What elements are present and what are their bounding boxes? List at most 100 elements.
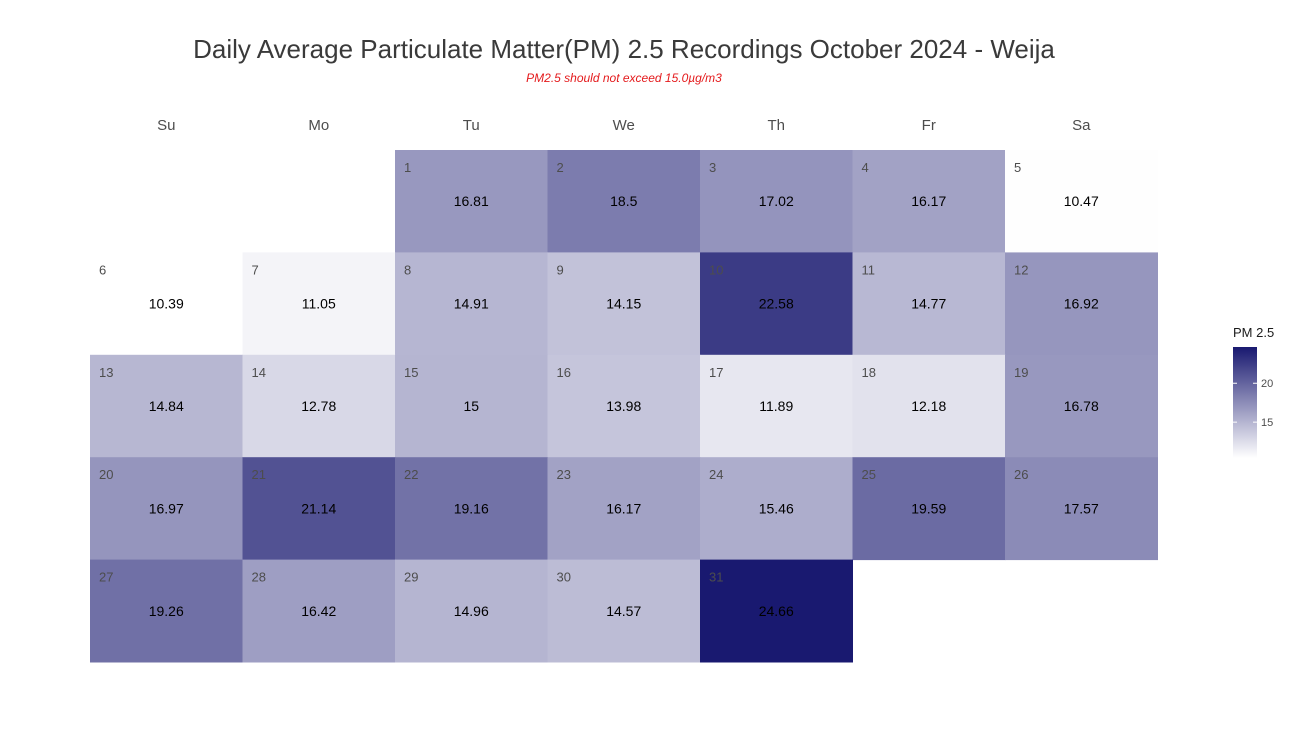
weekday-label: Fr (922, 117, 936, 134)
heat-tile (547, 150, 701, 253)
day-number: 10 (709, 262, 723, 277)
chart-title: Daily Average Particulate Matter(PM) 2.5… (193, 34, 1055, 64)
weekday-label: Sa (1072, 117, 1091, 134)
day-number: 19 (1014, 365, 1028, 380)
value-label: 14.77 (911, 296, 946, 312)
calendar-day-cell: 28 16.42 (242, 559, 396, 663)
day-number: 27 (99, 570, 113, 585)
weekday-label: We (613, 117, 635, 134)
calendar-day-cell: 27 19.26 (90, 559, 243, 663)
calendar-day-cell: 610.39 (90, 252, 243, 356)
calendar-day-cell: 13 14.84 (90, 354, 243, 458)
value-label: 16.42 (301, 603, 336, 619)
day-number: 15 (404, 365, 418, 380)
value-label: 14.91 (454, 296, 489, 312)
heat-tile (242, 252, 396, 356)
calendar-day-cell: 317.02 (700, 150, 853, 253)
value-label: 16.92 (1064, 296, 1099, 312)
heat-tile (700, 457, 853, 561)
calendar-day-cell: 24 15.46 (700, 457, 853, 561)
calendar-day-cell: 30 14.57 (547, 559, 701, 663)
calendar-day-cell: 25 19.59 (852, 457, 1006, 561)
day-number: 20 (99, 467, 113, 482)
value-label: 24.66 (759, 603, 794, 619)
value-label: 10.47 (1064, 193, 1099, 209)
day-number: 21 (252, 467, 266, 482)
day-number: 1 (404, 160, 411, 175)
calendar-day-cell: 416.17 (852, 150, 1006, 253)
day-number: 25 (862, 467, 876, 482)
value-label: 16.97 (149, 500, 184, 516)
day-number: 22 (404, 467, 418, 482)
value-label: 14.57 (606, 603, 641, 619)
value-label: 16.17 (911, 193, 946, 209)
value-label: 11.05 (302, 296, 336, 312)
value-label: 15.46 (759, 500, 794, 516)
day-number: 17 (709, 365, 723, 380)
day-number: 29 (404, 570, 418, 585)
value-label: 11.89 (759, 398, 793, 414)
heat-tile (700, 150, 853, 253)
heat-tile (90, 354, 243, 458)
calendar-day-cell: 12 16.92 (1005, 252, 1158, 356)
heat-tile (90, 252, 243, 356)
heat-tile (852, 354, 1006, 458)
value-label: 21.14 (301, 500, 336, 516)
value-label: 19.16 (454, 500, 489, 516)
calendar-day-cell: 23 16.17 (547, 457, 701, 561)
day-number: 9 (557, 262, 564, 277)
value-label: 19.59 (911, 500, 946, 516)
day-number: 4 (862, 160, 869, 175)
heat-tile (395, 354, 548, 458)
day-number: 12 (1014, 262, 1028, 277)
value-label: 19.26 (149, 603, 184, 619)
calendar-day-cell: 29 14.96 (395, 559, 548, 663)
value-label: 14.96 (454, 603, 489, 619)
value-label: 13.98 (606, 398, 641, 414)
day-number: 8 (404, 262, 411, 277)
value-label: 14.15 (606, 296, 641, 312)
heat-tile (242, 457, 396, 561)
heat-tile (395, 150, 548, 253)
value-label: 18.5 (610, 193, 637, 209)
calendar-day-cell: 18 12.18 (852, 354, 1006, 458)
heat-tile (1005, 457, 1158, 561)
day-number: 16 (557, 365, 571, 380)
calendar-day-cell: 116.81 (395, 150, 548, 253)
value-label: 14.84 (149, 398, 184, 414)
heat-tile (242, 354, 396, 458)
day-number: 18 (862, 365, 876, 380)
heat-tile (90, 559, 243, 663)
heat-tile (1005, 150, 1158, 253)
heat-tile (547, 354, 701, 458)
chart-subtitle: PM2.5 should not exceed 15.0µg/m3 (526, 71, 722, 85)
calendar-day-cell: 26 17.57 (1005, 457, 1158, 561)
day-number: 11 (862, 262, 876, 277)
heat-tile (395, 457, 548, 561)
value-label: 15 (463, 398, 479, 414)
legend-title: PM 2.5 (1233, 325, 1274, 340)
value-label: 16.17 (606, 500, 641, 516)
calendar-day-cell: 17 11.89 (700, 354, 853, 458)
day-number: 2 (557, 160, 564, 175)
legend-colorbar (1233, 347, 1257, 458)
weekday-label: Mo (308, 117, 329, 134)
calendar-day-cell: 11 14.77 (852, 252, 1006, 356)
value-label: 17.02 (759, 193, 794, 209)
calendar-day-cell: 14 12.78 (242, 354, 396, 458)
heat-tile (700, 252, 853, 356)
heat-tile (547, 559, 701, 663)
calendar-day-cell: 22 19.16 (395, 457, 548, 561)
value-label: 22.58 (759, 296, 794, 312)
heat-tile (852, 252, 1006, 356)
value-label: 10.39 (149, 296, 184, 312)
calendar-day-cell: 914.15 (547, 252, 701, 356)
weekday-label: Su (157, 117, 175, 134)
heat-tile (852, 150, 1006, 253)
heat-tile (395, 252, 548, 356)
day-number: 7 (252, 262, 259, 277)
value-label: 12.18 (911, 398, 946, 414)
